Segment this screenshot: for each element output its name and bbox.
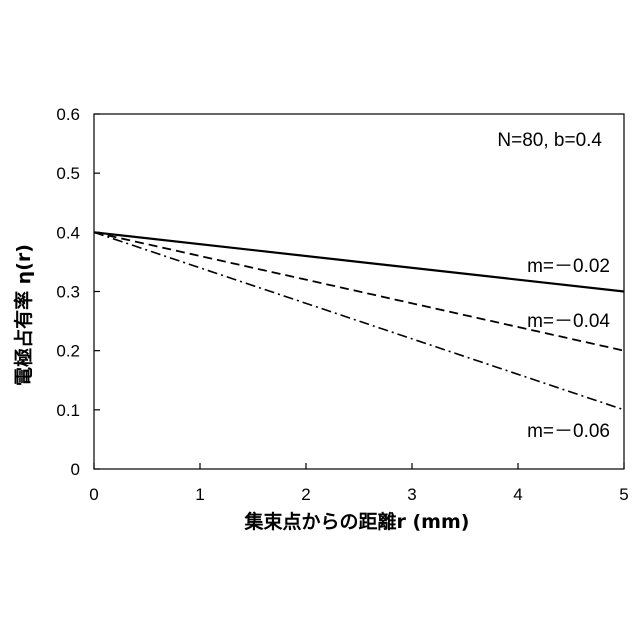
y-tick-label: 0 xyxy=(71,460,80,479)
y-tick-label: 0.5 xyxy=(56,164,80,183)
series-label-2: m=－0.04 xyxy=(527,311,610,332)
x-tick-label: 0 xyxy=(89,485,98,504)
series-label-3: m=－0.06 xyxy=(527,421,610,442)
chart-annotation: N=80, b=0.4 xyxy=(497,130,602,151)
x-tick-label: 2 xyxy=(301,485,310,504)
series-line-2 xyxy=(94,232,624,350)
x-tick-label: 4 xyxy=(513,485,522,504)
x-axis-title: 集束点からの距離r (mm) xyxy=(244,510,470,533)
x-tick-label: 3 xyxy=(407,485,416,504)
y-tick-label: 0.1 xyxy=(56,401,80,420)
y-axis-title: 電極占有率 η(r) xyxy=(12,244,35,386)
x-tick-label: 1 xyxy=(195,485,204,504)
y-tick-label: 0.4 xyxy=(56,223,80,242)
series-labels: m=－0.02 m=－0.04 m=－0.06 xyxy=(527,256,610,442)
y-tick-label: 0.6 xyxy=(56,105,80,124)
y-tick-label: 0.3 xyxy=(56,283,80,302)
y-tick-label: 0.2 xyxy=(56,342,80,361)
series-label-1: m=－0.02 xyxy=(527,256,610,277)
x-tick-label: 5 xyxy=(619,485,628,504)
